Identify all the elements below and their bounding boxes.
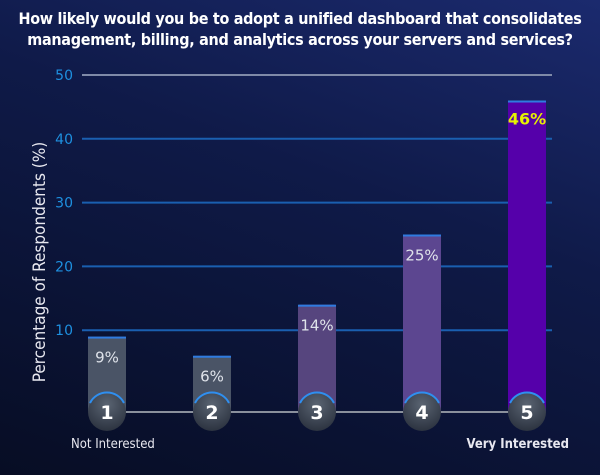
bar-top-edge xyxy=(508,100,546,103)
x-tick-label: 1 xyxy=(100,402,113,424)
badge-highlight-arc xyxy=(299,391,335,404)
scale-low-label: Not Interested xyxy=(71,437,155,452)
category-badge xyxy=(193,393,231,431)
data-label: 6% xyxy=(200,368,224,386)
bar xyxy=(298,304,336,412)
y-tick-label: 40 xyxy=(55,132,73,148)
chart-title: How likely would you be to adopt a unifi… xyxy=(18,9,582,49)
x-tick-label: 3 xyxy=(310,402,323,424)
y-tick-label: 30 xyxy=(55,196,73,212)
bar-top-edge xyxy=(298,304,336,307)
bar xyxy=(88,336,126,412)
data-label: 9% xyxy=(95,349,119,367)
bar-top-edge xyxy=(403,234,441,237)
y-tick-label: 20 xyxy=(55,259,73,275)
data-label: 25% xyxy=(405,247,438,265)
bar xyxy=(403,234,441,412)
category-badge xyxy=(298,393,336,431)
badge-highlight-arc xyxy=(89,391,125,404)
category-badge xyxy=(403,393,441,431)
badge-highlight-arc xyxy=(194,391,230,404)
bar-top-edge xyxy=(88,336,126,339)
badge-highlight-arc xyxy=(404,391,440,404)
x-tick-label: 2 xyxy=(205,402,218,424)
category-badge xyxy=(88,393,126,431)
bar-top-edge xyxy=(193,355,231,358)
x-tick-label: 4 xyxy=(415,402,428,424)
data-label: 46% xyxy=(508,110,546,129)
badge-highlight-arc xyxy=(509,391,545,404)
bar xyxy=(508,100,546,413)
y-tick-label: 50 xyxy=(55,68,73,84)
category-badge xyxy=(508,393,546,431)
y-tick-label: 10 xyxy=(55,323,73,339)
scale-high-label: Very Interested xyxy=(466,437,569,452)
data-label: 14% xyxy=(300,317,333,335)
x-tick-label: 5 xyxy=(520,402,533,424)
